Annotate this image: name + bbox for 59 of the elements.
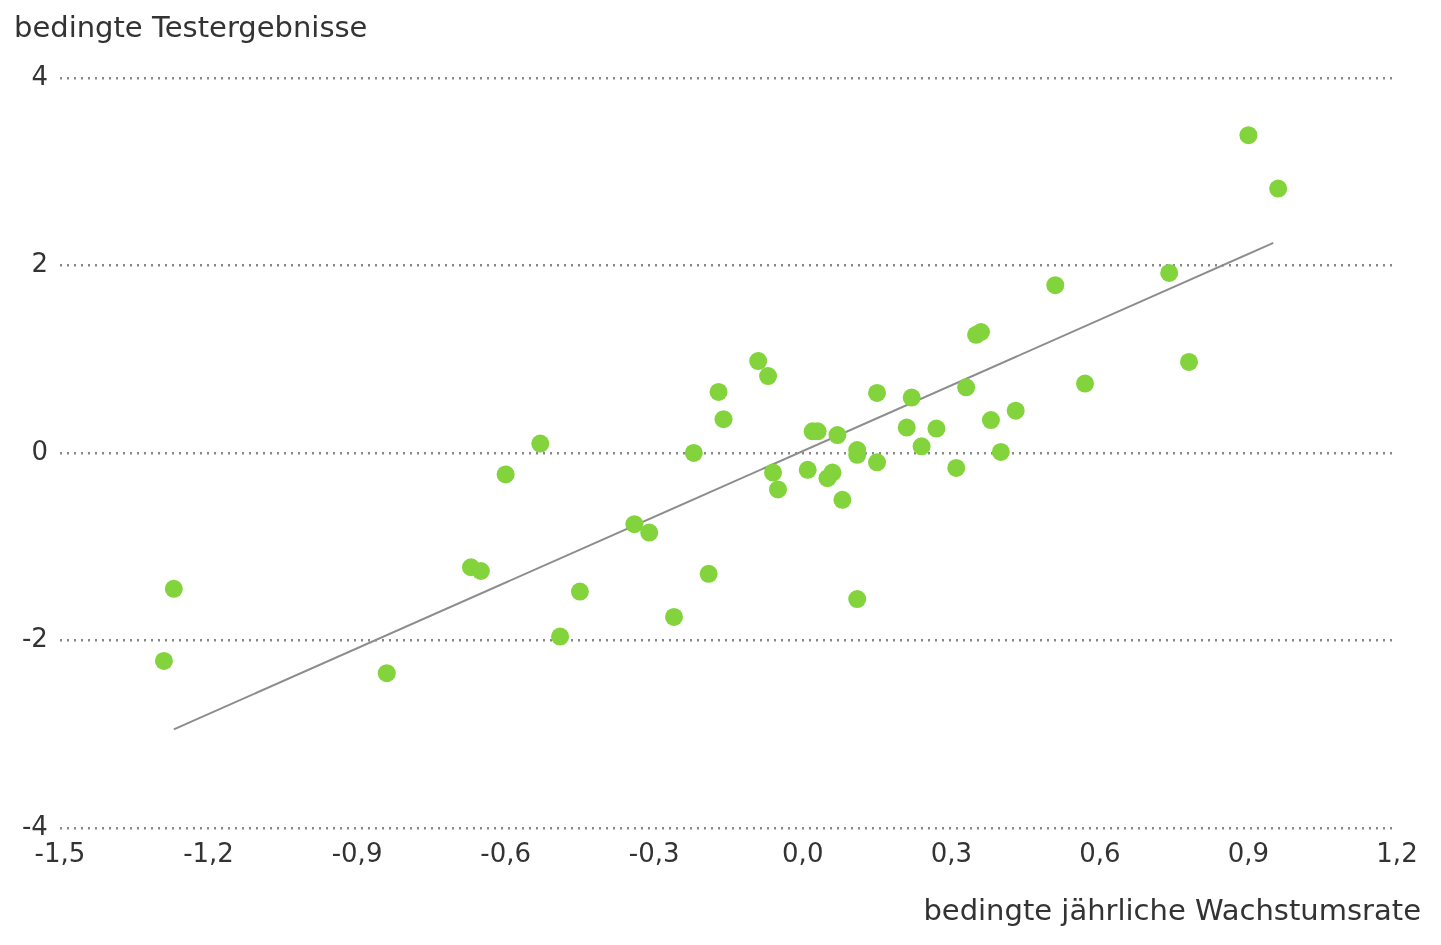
y-tick-label: -4 <box>21 810 48 841</box>
point <box>1269 179 1288 198</box>
point <box>496 465 515 484</box>
point <box>684 443 703 462</box>
point <box>833 490 852 509</box>
point <box>1076 374 1095 393</box>
x-tick-label: 0,0 <box>782 838 824 869</box>
point <box>570 582 589 601</box>
y-tick-label: 4 <box>31 60 48 91</box>
y-axis-title: bedingte Testergebnisse <box>14 10 368 44</box>
point <box>749 352 768 371</box>
point <box>1239 126 1258 145</box>
point <box>1006 401 1025 420</box>
x-tick-label: -0,9 <box>331 838 383 869</box>
point <box>798 460 817 479</box>
x-axis-title: bedingte jährliche Wachstumsrate <box>923 893 1421 927</box>
point <box>947 458 966 477</box>
point <box>531 434 550 453</box>
point <box>957 378 976 397</box>
point <box>823 463 842 482</box>
point <box>1180 352 1199 371</box>
x-tick-label: 0,9 <box>1227 838 1270 869</box>
point <box>1160 263 1179 282</box>
point <box>699 564 718 583</box>
y-tick-label: 2 <box>31 248 48 279</box>
point <box>551 627 570 646</box>
x-tick-label: 0,3 <box>930 838 972 869</box>
point <box>981 411 1000 430</box>
point <box>154 651 173 670</box>
point <box>991 442 1010 461</box>
point <box>664 607 683 626</box>
x-tick-label: 1,2 <box>1376 838 1418 869</box>
point <box>764 463 783 482</box>
point <box>927 419 946 438</box>
point <box>912 437 931 456</box>
point <box>709 382 728 401</box>
y-tick-label: 0 <box>31 435 48 466</box>
x-tick-label: 0,6 <box>1079 838 1121 869</box>
point <box>759 367 778 386</box>
point <box>164 579 183 598</box>
point <box>640 523 659 542</box>
x-tick-label: -0,6 <box>480 838 531 869</box>
point <box>625 515 644 534</box>
point <box>868 453 887 472</box>
point <box>897 418 916 437</box>
point <box>828 426 847 445</box>
y-tick-label: -2 <box>21 623 48 654</box>
point <box>848 590 867 609</box>
point <box>377 664 396 683</box>
point <box>972 323 991 341</box>
x-tick-label: -0,3 <box>628 838 680 869</box>
point <box>471 561 490 580</box>
point <box>768 480 787 499</box>
point <box>868 383 887 402</box>
point <box>1046 276 1065 295</box>
point <box>714 410 733 429</box>
x-tick-label: -1,2 <box>183 838 234 869</box>
point <box>902 388 921 407</box>
x-tick-label: -1,5 <box>34 838 86 869</box>
